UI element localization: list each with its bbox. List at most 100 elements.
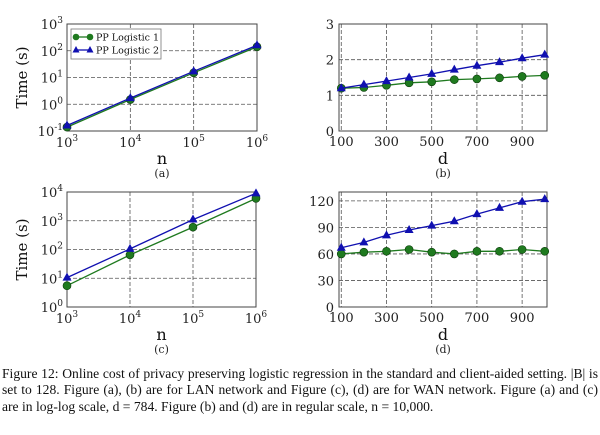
plot-frame <box>338 23 548 132</box>
x-tick-label: 500 <box>419 135 444 150</box>
x-axis-label: d <box>438 149 448 168</box>
x-axis-label: n <box>157 149 167 168</box>
y-tick-label: 0 <box>326 125 334 140</box>
panel-label: (a) <box>154 167 169 180</box>
legend-box <box>70 28 162 60</box>
legend-marker-circle <box>86 33 94 41</box>
series-line-1 <box>341 248 545 255</box>
caption-label: Figure 12: <box>2 366 59 381</box>
y-tick-label: 0 <box>326 301 334 316</box>
x-tick-label: 103 <box>56 134 79 151</box>
x-tick-label: 300 <box>374 311 399 326</box>
data-point-triangle <box>427 68 437 77</box>
data-point-triangle <box>381 76 391 85</box>
x-axis-label: n <box>156 325 166 344</box>
data-point-circle <box>450 75 459 84</box>
data-point-triangle <box>252 40 262 49</box>
data-point-triangle <box>381 230 391 239</box>
data-point-circle <box>472 246 482 256</box>
series-line-2 <box>66 192 257 279</box>
legend-marker-circle <box>72 33 80 41</box>
y-tick-label: 104 <box>41 184 64 201</box>
x-tick-label: 700 <box>464 311 489 326</box>
data-point-circle <box>517 245 527 254</box>
data-point-circle <box>62 281 72 291</box>
data-point-triangle <box>540 49 550 58</box>
legend-marker-triangle <box>72 46 80 53</box>
panel-label: (d) <box>435 343 451 356</box>
series-line-1 <box>341 74 545 89</box>
data-point-triangle <box>540 194 550 203</box>
panel-label: (b) <box>435 167 451 180</box>
x-tick-label: 105 <box>182 310 205 327</box>
plot-frame <box>66 191 257 308</box>
x-tick-label: 104 <box>119 310 142 327</box>
x-tick-label: 700 <box>464 135 489 150</box>
data-point-triangle <box>189 66 199 75</box>
data-point-triangle <box>449 64 459 73</box>
data-point-triangle <box>336 242 346 251</box>
data-point-circle <box>495 246 504 256</box>
y-tick-label: 1 <box>326 89 334 104</box>
legend: PP Logistic 1 PP Logistic 2 <box>70 28 162 60</box>
data-point-circle <box>517 72 527 81</box>
chart-panel-d: 0 30 60 90 120 100 300 500 700 900 d(d) <box>309 191 550 356</box>
y-tick-label: 103 <box>41 213 64 230</box>
data-point-circle <box>472 74 482 84</box>
y-tick-label: 102 <box>41 43 63 60</box>
x-tick-label: 103 <box>56 310 79 327</box>
y-tick-label: 3 <box>326 18 334 33</box>
y-tick-label: 90 <box>317 221 334 236</box>
data-point-circle <box>450 249 459 259</box>
y-tick-label: 30 <box>317 274 334 289</box>
x-tick-label: 100 <box>329 135 354 150</box>
x-tick-label: 100 <box>329 311 354 326</box>
data-point-triangle <box>449 216 459 225</box>
data-point-circle <box>540 246 550 256</box>
data-point-triangle <box>62 120 72 129</box>
data-point-triangle <box>359 237 369 246</box>
legend-entry: PP Logistic 1 <box>96 33 159 44</box>
data-point-circle <box>427 247 436 257</box>
chart-panel-b: 0 1 2 3 100 300 500 700 900 d(b) <box>326 18 550 180</box>
y-tick-label: 101 <box>41 270 63 287</box>
plot-frame <box>66 23 258 132</box>
data-point-circle <box>495 73 504 83</box>
data-point-triangle <box>472 60 482 69</box>
x-axis-label: d <box>438 325 448 344</box>
data-point-circle <box>359 247 369 257</box>
series-line-1 <box>66 197 257 287</box>
y-tick-label: 120 <box>309 195 334 210</box>
data-point-triangle <box>359 79 369 88</box>
data-point-circle <box>427 77 436 87</box>
figure-caption: Figure 12: Online cost of privacy preser… <box>2 366 598 415</box>
y-tick-label: 100 <box>41 96 64 113</box>
data-point-triangle <box>404 225 414 234</box>
y-axis-label: Time (s) <box>13 46 31 108</box>
data-point-triangle <box>517 196 527 205</box>
data-point-triangle <box>125 243 135 252</box>
data-point-triangle <box>495 57 505 66</box>
y-axis-label: Time (s) <box>13 218 31 280</box>
data-point-triangle <box>495 202 505 211</box>
data-point-circle <box>188 222 198 232</box>
x-tick-label: 300 <box>374 135 399 150</box>
y-tick-label: 101 <box>41 70 63 87</box>
series-line-1 <box>66 46 258 128</box>
data-point-triangle <box>427 220 437 229</box>
x-tick-label: 105 <box>183 134 206 151</box>
y-tick-label: 102 <box>41 242 63 259</box>
y-tick-label: 2 <box>326 54 334 69</box>
data-point-triangle <box>336 83 346 92</box>
x-tick-label: 106 <box>245 310 268 327</box>
x-tick-label: 500 <box>419 311 444 326</box>
x-tick-label: 900 <box>510 311 535 326</box>
x-tick-label: 900 <box>510 135 535 150</box>
data-point-circle <box>125 250 135 260</box>
data-point-triangle <box>404 72 414 81</box>
data-point-triangle <box>251 188 261 197</box>
data-point-triangle <box>472 209 482 218</box>
